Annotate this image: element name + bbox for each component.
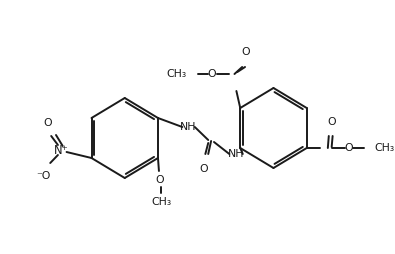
Text: N⁺: N⁺ (53, 144, 68, 156)
Text: NH: NH (228, 149, 244, 159)
Text: CH₃: CH₃ (152, 197, 172, 207)
Text: O: O (156, 175, 164, 185)
Text: O: O (242, 47, 250, 57)
Text: O: O (344, 143, 353, 153)
Text: ⁻O: ⁻O (36, 171, 51, 181)
Text: O: O (327, 117, 336, 127)
Text: O: O (207, 69, 216, 79)
Text: NH: NH (180, 122, 196, 132)
Text: CH₃: CH₃ (374, 143, 394, 153)
Text: CH₃: CH₃ (166, 69, 186, 79)
Text: O: O (43, 118, 52, 128)
Text: O: O (199, 164, 208, 174)
